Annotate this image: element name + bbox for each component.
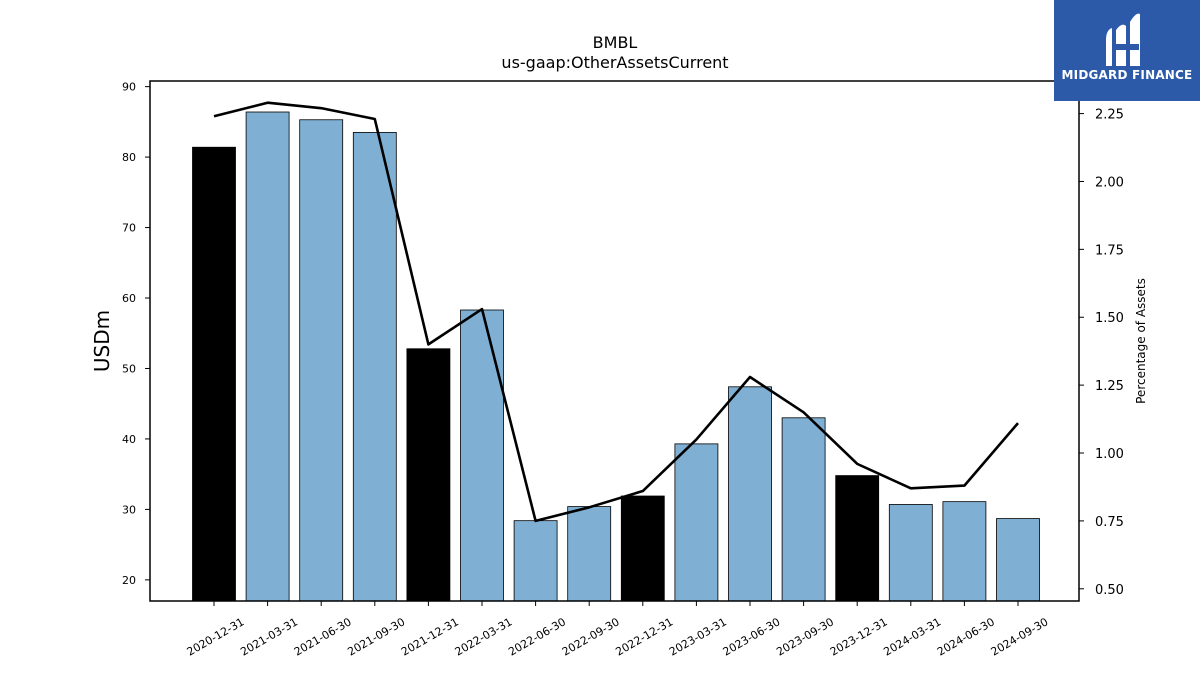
y2-tick-label: 1.75 <box>1095 243 1124 258</box>
y-tick-label: 80 <box>122 151 136 164</box>
y2-tick-label: 1.50 <box>1095 311 1124 326</box>
bar <box>781 417 826 602</box>
x-tick-label: 2023-06-30 <box>721 615 783 658</box>
bar <box>567 506 612 602</box>
brand-logo: MIDGARD FINANCE <box>1054 0 1200 101</box>
chart-subtitle: us-gaap:OtherAssetsCurrent <box>501 53 728 72</box>
y-tick-label: 90 <box>122 81 136 94</box>
y-tick-label: 20 <box>122 574 136 587</box>
bar <box>674 443 719 602</box>
chart-title: BMBL <box>593 33 638 52</box>
bar <box>192 146 236 602</box>
plot-frame <box>149 80 1080 602</box>
bar-group <box>192 111 1040 602</box>
y2-tick-label: 1.25 <box>1095 379 1124 394</box>
y-tick-label: 50 <box>122 362 136 375</box>
bar <box>245 111 290 602</box>
line-group <box>213 101 1019 523</box>
bar <box>352 132 397 602</box>
logo-text: MIDGARD FINANCE <box>1061 68 1193 82</box>
x-tick-label: 2020-12-31 <box>185 615 247 658</box>
x-tick-label: 2024-06-30 <box>935 615 997 658</box>
x-tick-label: 2021-06-30 <box>292 615 354 658</box>
x-tick-label: 2023-03-31 <box>667 615 729 658</box>
x-tick-label: 2024-09-30 <box>989 615 1051 658</box>
bar <box>942 501 987 602</box>
bar <box>835 475 880 602</box>
y2-tick-label: 1.00 <box>1095 447 1124 462</box>
y2-tick-label: 0.75 <box>1095 515 1124 530</box>
x-tick-label: 2024-03-31 <box>881 615 943 658</box>
bar <box>513 520 558 602</box>
bar <box>728 386 772 602</box>
y-tick-label: 40 <box>122 433 136 446</box>
x-tick-label: 2021-09-30 <box>345 615 407 658</box>
y-tick-label: 30 <box>122 503 136 516</box>
x-tick-label: 2022-03-31 <box>453 615 515 658</box>
x-tick-label: 2022-09-30 <box>560 615 622 658</box>
y2-axis-label: Percentage of Assets <box>1134 278 1148 404</box>
x-tick-label: 2022-12-31 <box>613 615 675 658</box>
percentage-line <box>213 101 1019 523</box>
x-tick-label: 2021-12-31 <box>399 615 461 658</box>
y-tick-label: 70 <box>122 222 136 235</box>
bar <box>888 504 933 602</box>
y-axis-label: USDm <box>90 310 114 372</box>
bar <box>406 348 451 602</box>
x-tick-label: 2021-03-31 <box>238 615 300 658</box>
x-tick-label: 2023-09-30 <box>774 615 836 658</box>
bar <box>299 119 344 602</box>
bar <box>460 309 504 602</box>
y2-tick-label: 2.25 <box>1095 108 1124 123</box>
x-tick-label: 2023-12-31 <box>828 615 890 658</box>
bar <box>996 518 1040 602</box>
x-tick-label: 2022-06-30 <box>506 615 568 658</box>
y2-tick-label: 2.00 <box>1095 175 1124 190</box>
y2-tick-label: 0.50 <box>1095 583 1124 598</box>
y-tick-label: 60 <box>122 292 136 305</box>
bar <box>620 495 665 602</box>
logo-mark-icon <box>1106 13 1140 67</box>
